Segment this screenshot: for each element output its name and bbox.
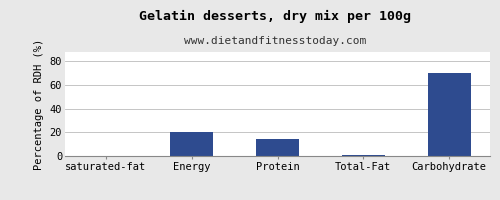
Bar — [342, 155, 385, 156]
Bar — [170, 132, 213, 156]
Text: Gelatin desserts, dry mix per 100g: Gelatin desserts, dry mix per 100g — [139, 10, 411, 23]
Y-axis label: Percentage of RDH (%): Percentage of RDH (%) — [34, 38, 44, 170]
Bar — [428, 73, 470, 156]
Text: www.dietandfitnesstoday.com: www.dietandfitnesstoday.com — [184, 36, 366, 46]
Bar — [256, 139, 299, 156]
